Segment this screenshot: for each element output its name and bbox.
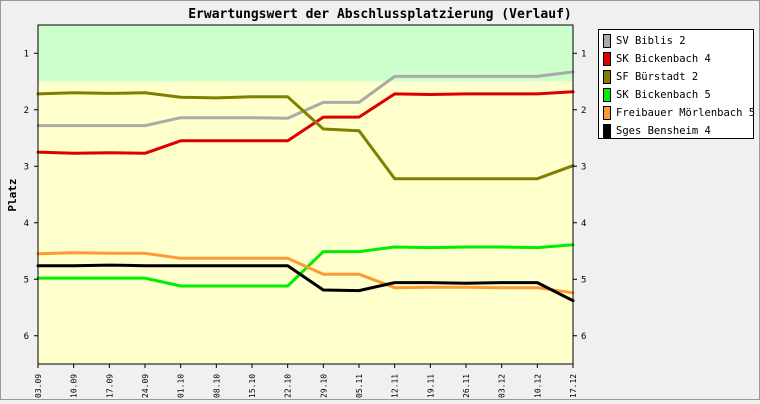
- legend-item: SK Bickenbach 5: [603, 86, 749, 104]
- legend-swatch: [603, 88, 611, 102]
- series-line-3: [36, 91, 575, 181]
- x-tick-label: 08.10: [212, 374, 221, 398]
- x-tick-label: 15.10: [248, 374, 257, 398]
- legend-item: SV Biblis 2: [603, 32, 749, 50]
- y-axis-label: Platz: [6, 178, 19, 211]
- x-tick-label: 26.11: [462, 374, 471, 398]
- x-tick-label: 29.10: [319, 374, 328, 398]
- x-tick-label: 17.12: [569, 374, 578, 398]
- y-tick-label-right: 4: [581, 219, 586, 229]
- x-tick-label: 10.12: [533, 374, 542, 398]
- y-tick-label-left: 6: [24, 332, 29, 342]
- y-tick-label-left: 5: [24, 275, 29, 285]
- legend-item: SK Bickenbach 4: [603, 50, 749, 68]
- y-tick-label-left: 3: [24, 162, 29, 172]
- legend-item: Freibauer Mörlenbach 5: [603, 104, 755, 122]
- legend-swatch: [603, 124, 611, 138]
- x-tick-label: 03.09: [34, 374, 43, 398]
- legend: SV Biblis 2 SK Bickenbach 4 SF Bürstadt 2 S…: [598, 29, 755, 140]
- legend-label: SK Bickenbach 5: [616, 89, 711, 101]
- legend-label: SF Bürstadt 2: [616, 71, 699, 83]
- x-tick-label: 03.12: [498, 374, 507, 398]
- x-tick-label: 01.10: [177, 374, 186, 398]
- legend-label: SV Biblis 2: [616, 35, 686, 47]
- legend-label: Sges Bensheim 4: [616, 125, 711, 137]
- x-tick-label: 12.11: [391, 374, 400, 398]
- legend-swatch: [603, 70, 611, 84]
- y-tick-label-left: 4: [24, 219, 29, 229]
- series-line-5: [36, 251, 575, 295]
- x-tick-label: 05.11: [355, 374, 364, 398]
- legend-label: SK Bickenbach 4: [616, 53, 711, 65]
- x-tick-label: 24.09: [141, 374, 150, 398]
- y-tick-label-right: 5: [581, 275, 586, 285]
- series-line-1: [36, 70, 575, 128]
- legend-label: Freibauer Mörlenbach 5: [616, 107, 756, 119]
- highlight-band: [38, 25, 573, 82]
- x-tick-label: 17.09: [105, 374, 114, 398]
- series-line-6: [36, 263, 575, 303]
- legend-swatch: [603, 106, 611, 120]
- plot-border: [37, 24, 574, 365]
- y-tick-label-left: 2: [24, 106, 29, 116]
- x-tick-label: 10.09: [70, 374, 79, 398]
- series-line-4: [36, 243, 575, 288]
- x-tick-label: 19.11: [426, 374, 435, 398]
- chart-title: Erwartungswert der Abschlussplatzierung …: [188, 7, 572, 22]
- legend-item: Sges Bensheim 4: [603, 122, 749, 140]
- legend-swatch: [603, 52, 611, 66]
- x-tick-label: 22.10: [284, 374, 293, 398]
- series-line-2: [36, 90, 575, 155]
- legend-item: SF Bürstadt 2: [603, 68, 749, 86]
- legend-swatch: [603, 34, 611, 48]
- y-tick-label-left: 1: [24, 49, 29, 59]
- y-tick-label-right: 6: [581, 332, 586, 342]
- y-tick-label-right: 2: [581, 106, 586, 116]
- y-tick-label-right: 3: [581, 162, 586, 172]
- y-tick-label-right: 1: [581, 49, 586, 59]
